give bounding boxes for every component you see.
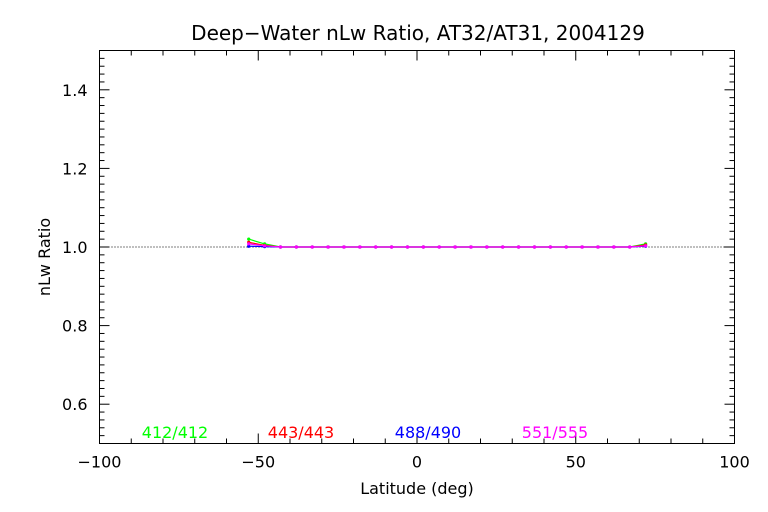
data-point	[501, 245, 505, 249]
data-point	[517, 245, 521, 249]
data-point	[421, 245, 425, 249]
x-tick-label: −100	[78, 453, 122, 472]
legend-entry: 443/443	[268, 423, 334, 442]
data-point	[310, 245, 314, 249]
data-point	[247, 244, 251, 248]
y-tick-label: 1.0	[62, 238, 87, 257]
data-point	[247, 237, 251, 241]
x-tick-label: 50	[566, 453, 586, 472]
data-point	[532, 245, 537, 249]
chart-title: Deep−Water nLw Ratio, AT32/AT31, 2004129	[191, 21, 645, 45]
data-point	[405, 245, 410, 249]
data-point	[580, 245, 584, 249]
data-point	[469, 245, 473, 249]
data-point	[263, 244, 267, 248]
series-line	[248, 238, 646, 248]
x-axis-label: Latitude (deg)	[360, 479, 474, 498]
y-tick-label: 1.2	[62, 159, 87, 178]
y-axis-ticks	[99, 50, 735, 444]
legend-entry: 488/490	[395, 423, 461, 442]
x-tick-label: −50	[241, 453, 275, 472]
data-point	[247, 242, 251, 246]
y-axis-label: nLw Ratio	[35, 218, 54, 296]
legend-entry: 551/555	[522, 423, 588, 442]
data-point	[612, 245, 616, 249]
data-point	[437, 245, 441, 249]
y-tick-label: 1.4	[62, 81, 87, 100]
data-point	[628, 245, 632, 249]
data-point	[596, 245, 600, 249]
data-point	[564, 245, 568, 249]
data-point	[358, 245, 362, 249]
data-point	[548, 245, 552, 249]
data-point	[453, 245, 457, 249]
y-axis-tick-labels: 0.6 0.8 1.0 1.2 1.4	[62, 81, 87, 414]
data-point	[374, 245, 378, 249]
series-line	[248, 241, 646, 248]
data-point	[485, 245, 489, 249]
data-point	[278, 245, 283, 249]
data-point	[390, 245, 394, 249]
data-point	[326, 245, 330, 249]
y-tick-label: 0.8	[62, 317, 87, 336]
x-tick-label: 100	[719, 453, 750, 472]
x-axis-ticks	[99, 50, 735, 444]
series-551-555	[247, 242, 648, 249]
series-line	[248, 243, 646, 248]
y-tick-label: 0.6	[62, 395, 87, 414]
x-axis-tick-labels: −100 −50 0 50 100	[78, 453, 750, 472]
data-point	[294, 245, 298, 249]
legend-entry: 412/412	[142, 423, 208, 442]
data-point	[644, 244, 648, 248]
data-point	[342, 245, 346, 249]
x-tick-label: 0	[412, 453, 422, 472]
legend: 412/412 443/443 488/490 551/555	[142, 423, 588, 442]
series-layer	[247, 237, 648, 249]
